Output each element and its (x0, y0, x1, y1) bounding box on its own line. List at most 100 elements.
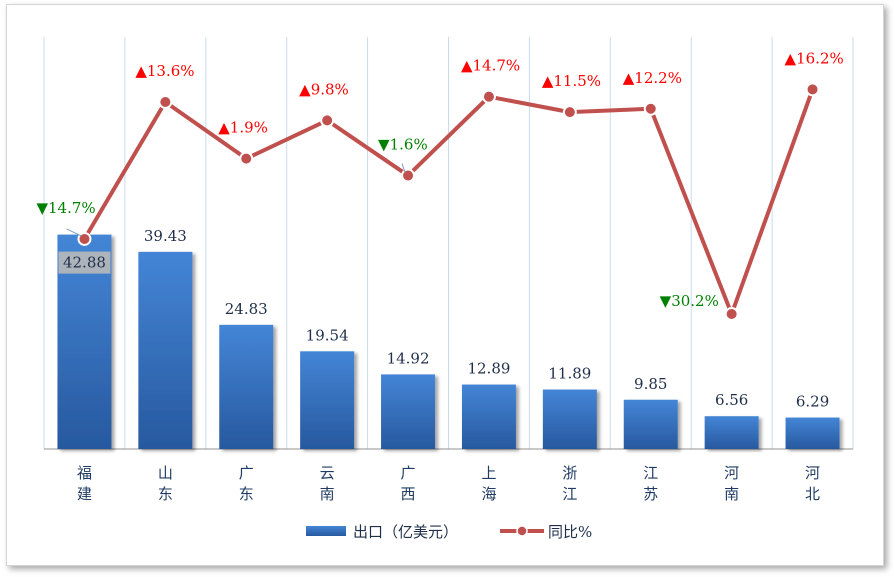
bar-value-label: 6.29 (796, 393, 829, 411)
category-label: 广东 (239, 464, 254, 503)
chart-frame: 42.88 39.43 24.83 19.54 14.92 12.89 11.89 9.85 6… (6, 4, 884, 566)
yoy-marker-6 (562, 105, 577, 120)
category-char: 东 (158, 485, 173, 503)
legend-layer: 出口（亿美元） 同比% (306, 523, 592, 541)
yoy-marker-2 (239, 151, 254, 166)
yoy-value: 16.2% (796, 49, 844, 67)
yoy-label-8: ▼30.2% (660, 292, 719, 310)
up-arrow-icon: ▲ (299, 80, 311, 98)
category-label: 广西 (401, 464, 416, 503)
line-layer (77, 82, 820, 321)
yoy-label-6: ▲11.5% (542, 72, 601, 90)
up-arrow-icon: ▲ (542, 72, 554, 90)
yoy-leader-4 (401, 163, 406, 173)
bar-value-label: 9.85 (634, 375, 667, 393)
bar-8 (704, 416, 759, 449)
yoy-value: 9.8% (311, 80, 349, 98)
yoy-marker-9 (805, 82, 820, 97)
yoy-value: 1.9% (230, 119, 268, 137)
yoy-label-layer: ▼14.7%▲13.6%▲1.9%▲9.8%▼1.6%▲14.7%▲11.5% ▲… (36, 49, 843, 310)
category-char: 云 (320, 464, 335, 482)
yoy-value: 11.5% (553, 72, 601, 90)
yoy-marker-5 (481, 89, 496, 104)
category-char: 苏 (643, 485, 658, 503)
bar-value-label: 12.89 (467, 360, 510, 378)
yoy-marker-8 (724, 307, 739, 321)
bar-layer (57, 234, 840, 449)
category-label: 河南 (724, 464, 739, 503)
bar-value-label: 42.88 (63, 254, 106, 272)
category-label: 福建 (77, 464, 92, 503)
yoy-value: 12.2% (634, 69, 682, 87)
category-char: 江 (562, 485, 577, 503)
up-arrow-icon: ▲ (785, 49, 797, 67)
bar-9 (785, 417, 840, 449)
chart-svg: 42.88 39.43 24.83 19.54 14.92 12.89 11.89 9.85 6… (36, 37, 854, 541)
yoy-marker-3 (320, 113, 335, 128)
category-label: 云南 (320, 464, 335, 503)
yoy-label-9: ▲16.2% (785, 49, 844, 67)
yoy-marker-4 (401, 168, 416, 183)
category-label: 江苏 (643, 464, 658, 503)
down-arrow-icon: ▼ (36, 199, 48, 217)
up-arrow-icon: ▲ (461, 57, 473, 75)
legend-bar-label: 出口（亿美元） (353, 523, 458, 541)
category-char: 东 (239, 485, 254, 503)
category-char: 河 (724, 464, 739, 482)
yoy-value: 13.6% (147, 62, 195, 80)
category-char: 南 (320, 485, 335, 503)
category-char: 福 (77, 464, 92, 482)
category-char: 浙 (562, 464, 577, 482)
yoy-marker-7 (643, 101, 658, 116)
bar-2 (219, 324, 274, 449)
category-char: 山 (158, 464, 173, 482)
bar-value-label: 6.56 (715, 391, 748, 409)
yoy-value: 1.6% (390, 136, 428, 154)
bar-6 (542, 389, 597, 449)
category-char: 上 (481, 464, 496, 482)
yoy-value: 14.7% (472, 57, 520, 75)
up-arrow-icon: ▲ (218, 119, 230, 137)
yoy-label-0: ▼14.7% (36, 199, 95, 217)
category-char: 河 (805, 464, 820, 482)
yoy-marker-1 (158, 94, 173, 109)
bar-7 (623, 399, 678, 449)
yoy-label-5: ▲14.7% (461, 57, 520, 75)
bar-1 (138, 251, 193, 449)
legend-line-marker (516, 525, 528, 537)
down-arrow-icon: ▼ (660, 292, 672, 310)
category-char: 北 (805, 485, 820, 503)
down-arrow-icon: ▼ (378, 136, 390, 154)
bar-value-label: 24.83 (225, 300, 268, 318)
category-label: 山东 (158, 464, 173, 503)
category-label: 河北 (805, 464, 820, 503)
bar-value-label: 14.92 (387, 349, 430, 367)
category-char: 广 (401, 464, 416, 482)
category-char: 西 (401, 485, 416, 503)
bar-label-layer: 42.88 39.43 24.83 19.54 14.92 12.89 11.89 9.85 6… (58, 227, 829, 411)
up-arrow-icon: ▲ (135, 62, 147, 80)
bar-label-bg-0 (58, 251, 111, 274)
legend-bar-swatch (306, 526, 346, 536)
yoy-label-1: ▲13.6% (135, 62, 194, 80)
bar-5 (461, 384, 516, 449)
legend-line-label: 同比% (548, 523, 592, 541)
category-char: 南 (724, 485, 739, 503)
up-arrow-icon: ▲ (623, 69, 635, 87)
bar-value-label: 39.43 (144, 227, 187, 245)
yoy-label-2: ▲1.9% (218, 119, 268, 137)
yoy-marker-0 (77, 231, 92, 246)
category-char: 建 (77, 485, 92, 503)
category-char: 广 (239, 464, 254, 482)
category-char: 海 (481, 485, 496, 503)
category-char: 江 (643, 464, 658, 482)
bar-value-label: 19.54 (306, 326, 349, 344)
category-label: 浙江 (562, 464, 577, 503)
bar-value-label: 11.89 (548, 365, 591, 383)
yoy-label-4: ▼1.6% (378, 136, 428, 154)
yoy-leader-0 (66, 228, 82, 237)
yoy-value: 30.2% (671, 292, 719, 310)
yoy-label-3: ▲9.8% (299, 80, 349, 98)
yoy-line (82, 88, 815, 316)
